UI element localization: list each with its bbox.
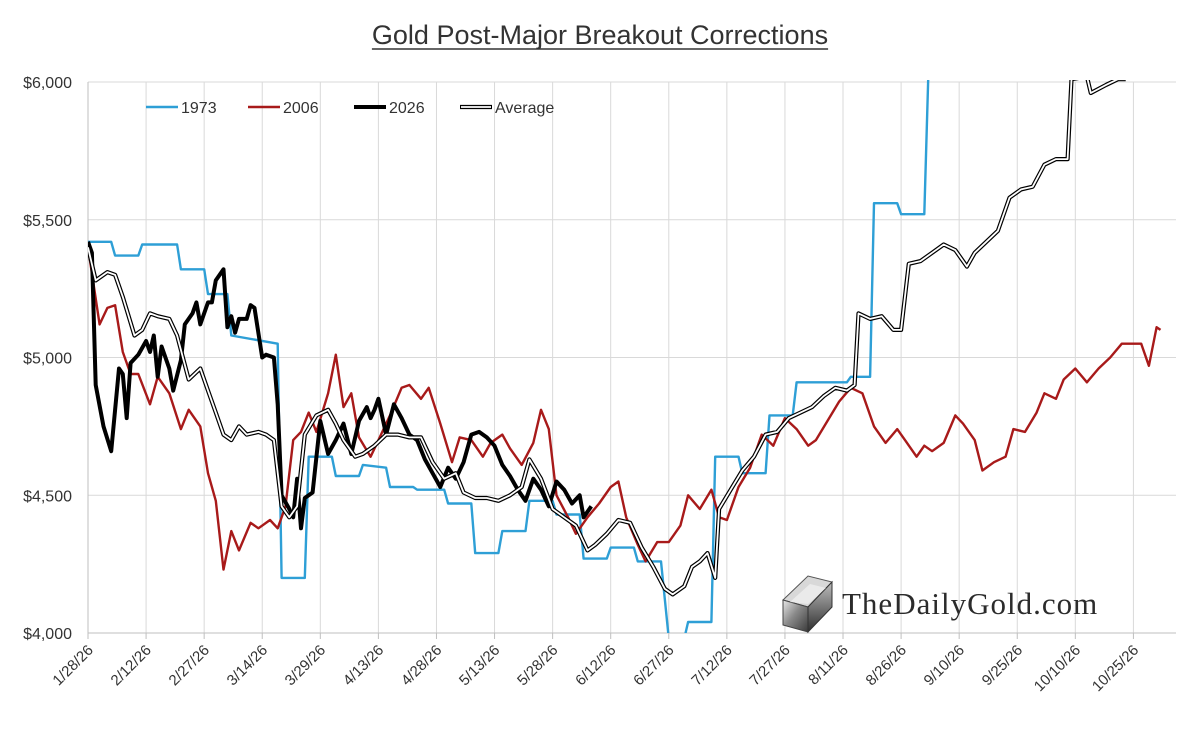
x-tick-label: 2/27/26: [166, 642, 213, 689]
watermark: TheDailyGold.com: [782, 575, 1098, 634]
series-2006-line: [88, 247, 1162, 571]
x-tick-label: 10/10/26: [1031, 642, 1084, 695]
y-tick-label: $5,500: [23, 213, 72, 230]
gridlines: [87, 81, 1176, 634]
legend-item-average: Average: [460, 100, 554, 117]
series-path: [88, 247, 1162, 571]
y-axis-tick-labels: $6,000 $5,500 $5,000 $4,500 $4,000: [23, 75, 72, 643]
legend-item-2006: 2006: [248, 100, 319, 117]
x-tick-label: 3/29/26: [282, 642, 329, 689]
x-tick-label: 10/25/26: [1089, 642, 1142, 695]
x-tick-label: 2/12/26: [107, 642, 154, 689]
x-tick-label: 3/14/26: [224, 642, 271, 689]
series-average-line: [88, 80, 1126, 597]
legend-label: Average: [495, 100, 554, 117]
axes: [87, 82, 1176, 639]
x-tick-label: 1/28/26: [49, 642, 96, 689]
legend-item-2026: 2026: [354, 100, 425, 117]
y-tick-label: $4,000: [23, 626, 72, 643]
x-tick-label: 7/27/26: [746, 642, 793, 689]
x-tick-label: 8/11/26: [805, 642, 852, 689]
series-lines: [88, 80, 1162, 633]
y-tick-label: $6,000: [23, 75, 72, 92]
legend: 1973 2006 2026 Average: [146, 100, 554, 117]
legend-label: 2026: [389, 100, 425, 117]
x-tick-label: 4/13/26: [340, 642, 387, 689]
legend-item-1973: 1973: [146, 100, 217, 117]
series-average-inner: [88, 80, 1126, 596]
x-tick-label: 5/13/26: [456, 642, 503, 689]
y-tick-label: $4,500: [23, 488, 72, 505]
x-tick-label: 6/27/26: [630, 642, 677, 689]
x-tick-label: 4/28/26: [398, 642, 445, 689]
series-path: [88, 80, 930, 633]
watermark-text: TheDailyGold.com: [842, 586, 1098, 621]
chart-title: Gold Post-Major Breakout Corrections: [372, 20, 828, 50]
x-tick-label: 9/10/26: [921, 642, 968, 689]
series-average-outline: [88, 80, 1126, 597]
x-axis-tick-labels: 1/28/26 2/12/26 2/27/26 3/14/26 3/29/26 4/13/…: [49, 642, 1142, 695]
series-1973-line: [88, 80, 930, 633]
x-tick-label: 8/26/26: [863, 642, 910, 689]
x-tick-label: 6/12/26: [572, 642, 619, 689]
x-tick-label: 7/12/26: [688, 642, 735, 689]
gold-bar-logo-icon: [782, 575, 833, 634]
legend-label: 2006: [283, 100, 319, 117]
y-tick-label: $5,000: [23, 351, 72, 368]
x-tick-label: 9/25/26: [979, 642, 1026, 689]
legend-label: 1973: [181, 100, 217, 117]
x-tick-label: 5/28/26: [514, 642, 561, 689]
